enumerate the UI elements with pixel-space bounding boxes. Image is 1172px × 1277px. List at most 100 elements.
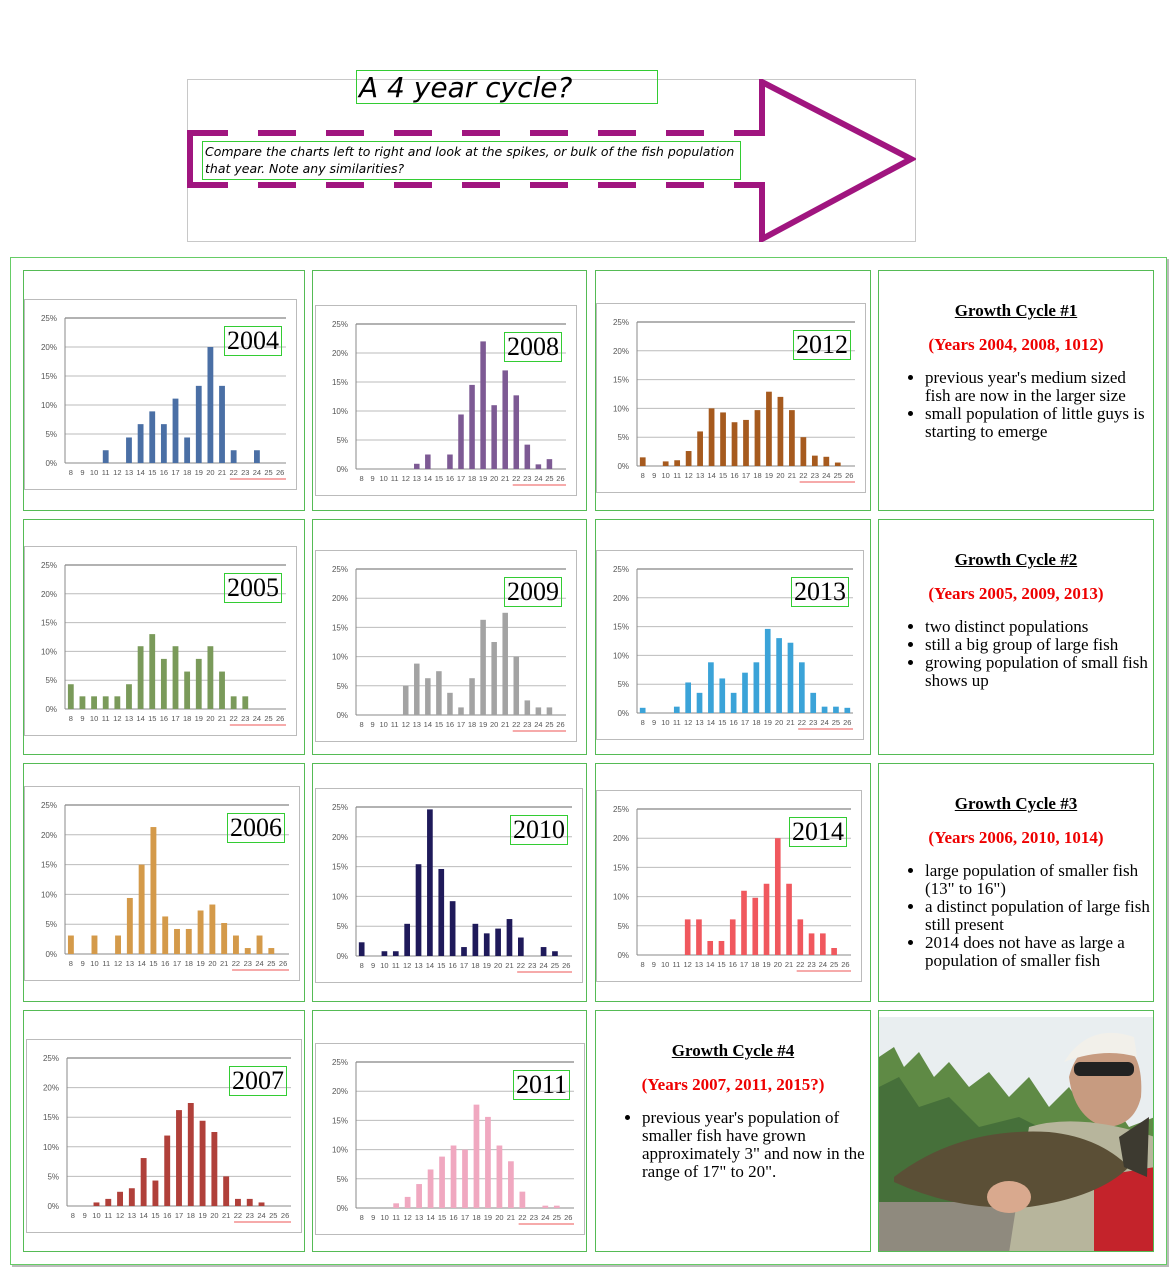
x-tick-label: 18 bbox=[753, 471, 761, 480]
bar-18 bbox=[184, 671, 191, 709]
x-tick-label: 10 bbox=[661, 718, 669, 727]
x-tick-label: 10 bbox=[90, 714, 98, 723]
x-tick-label: 13 bbox=[695, 718, 703, 727]
x-tick-label: 16 bbox=[729, 960, 737, 969]
x-tick-label: 12 bbox=[684, 960, 692, 969]
x-tick-label: 17 bbox=[742, 471, 750, 480]
x-tick-label: 22 bbox=[512, 474, 520, 483]
chart-2014: 0% 5% 10% 15% 20% 25% 8 9 10 11 12 13 14 15 16 17 18 19 20… bbox=[596, 790, 862, 982]
arrow-icon bbox=[187, 79, 916, 242]
cycle-bullet: still a big group of large fish bbox=[925, 636, 1153, 654]
year-label: 2009 bbox=[504, 577, 562, 607]
bar-21 bbox=[508, 1161, 514, 1208]
y-tick-label: 0% bbox=[336, 1204, 348, 1213]
cycle-bullet: previous year's population of smaller fi… bbox=[642, 1109, 870, 1181]
chart-2008: 0% 5% 10% 15% 20% 25% 8 9 10 11 12 13 14 15 16 17 18 19 20… bbox=[315, 305, 577, 496]
x-tick-label: 23 bbox=[523, 720, 531, 729]
bar-22 bbox=[235, 1198, 241, 1206]
x-tick-label: 11 bbox=[391, 720, 399, 729]
bar-23 bbox=[810, 692, 817, 713]
bar-9 bbox=[79, 696, 86, 709]
bar-23 bbox=[524, 444, 531, 469]
y-tick-label: 25% bbox=[41, 561, 57, 570]
bar-25 bbox=[546, 707, 553, 715]
x-tick-label: 26 bbox=[276, 714, 284, 723]
bar-17 bbox=[176, 1110, 182, 1206]
x-tick-label: 21 bbox=[220, 959, 228, 968]
bar-14 bbox=[707, 940, 714, 955]
y-tick-label: 10% bbox=[613, 893, 629, 902]
x-tick-label: 8 bbox=[641, 960, 645, 969]
chart-cell-2006: 0% 5% 10% 15% 20% 25% 8 9 10 11 12 13 14 15 16 17 18 19 20… bbox=[23, 763, 305, 1002]
chart-2004: 0% 5% 10% 15% 20% 25% 8 9 10 11 12 13 14 15 16 17 18 19 20… bbox=[24, 299, 297, 490]
bar-17 bbox=[458, 414, 464, 469]
bar-8 bbox=[67, 935, 74, 954]
y-tick-label: 0% bbox=[45, 459, 57, 468]
x-tick-label: 25 bbox=[553, 1213, 561, 1222]
bar-24 bbox=[821, 706, 828, 713]
bar-17 bbox=[742, 672, 748, 713]
bar-19 bbox=[480, 341, 486, 469]
bar-24 bbox=[535, 707, 542, 715]
x-tick-label: 24 bbox=[820, 718, 828, 727]
y-tick-label: 15% bbox=[332, 863, 348, 872]
x-tick-label: 22 bbox=[799, 471, 807, 480]
fisherman-photo bbox=[879, 1017, 1153, 1251]
bar-15 bbox=[149, 634, 156, 709]
bar-16 bbox=[731, 422, 738, 466]
x-tick-label: 9 bbox=[370, 720, 374, 729]
bar-18 bbox=[187, 1102, 194, 1206]
y-tick-label: 10% bbox=[332, 407, 348, 416]
y-tick-label: 15% bbox=[41, 861, 57, 870]
bar-20 bbox=[495, 928, 501, 956]
x-tick-label: 24 bbox=[539, 961, 547, 970]
x-tick-label: 26 bbox=[279, 959, 287, 968]
chart-cell-2010: 0% 5% 10% 15% 20% 25% 8 9 10 11 12 13 14 15 16 17 18 19 20… bbox=[312, 763, 587, 1002]
bar-21 bbox=[221, 923, 228, 954]
chart-cell-2007: 0% 5% 10% 15% 20% 25% 8 9 10 11 12 13 14 15 16 17 18 19 20… bbox=[23, 1010, 305, 1252]
x-tick-label: 24 bbox=[819, 960, 827, 969]
x-tick-label: 16 bbox=[163, 1211, 171, 1220]
x-tick-label: 14 bbox=[426, 961, 434, 970]
x-tick-label: 13 bbox=[413, 720, 421, 729]
charts-grid bbox=[10, 257, 1167, 1265]
bar-22 bbox=[230, 696, 237, 709]
chart-2013: 0% 5% 10% 15% 20% 25% 8 9 10 11 12 13 14 15 16 17 18 19 20… bbox=[596, 550, 864, 740]
year-label: 2007 bbox=[229, 1066, 287, 1096]
x-tick-label: 19 bbox=[765, 471, 773, 480]
x-tick-label: 18 bbox=[468, 474, 476, 483]
bar-18 bbox=[472, 923, 479, 956]
y-tick-label: 5% bbox=[617, 922, 629, 931]
bar-23 bbox=[524, 700, 531, 715]
x-tick-label: 22 bbox=[229, 714, 237, 723]
x-tick-label: 23 bbox=[246, 1211, 254, 1220]
x-tick-label: 15 bbox=[438, 1213, 446, 1222]
bar-21 bbox=[786, 883, 792, 955]
x-tick-label: 22 bbox=[232, 959, 240, 968]
x-tick-label: 14 bbox=[424, 474, 432, 483]
cycle-bullet: previous year's medium sized fish are no… bbox=[925, 369, 1153, 405]
bar-20 bbox=[774, 838, 781, 955]
x-tick-label: 15 bbox=[435, 720, 443, 729]
bar-8 bbox=[358, 942, 365, 956]
bar-15 bbox=[719, 678, 726, 713]
x-tick-label: 14 bbox=[424, 720, 432, 729]
bar-24 bbox=[535, 464, 542, 469]
bar-26 bbox=[844, 707, 851, 713]
x-tick-label: 12 bbox=[402, 720, 410, 729]
x-tick-label: 21 bbox=[788, 471, 796, 480]
bar-14 bbox=[427, 809, 433, 956]
bar-22 bbox=[518, 937, 524, 956]
x-tick-label: 24 bbox=[822, 471, 830, 480]
x-tick-label: 19 bbox=[762, 960, 770, 969]
bar-13 bbox=[414, 663, 420, 715]
x-tick-label: 10 bbox=[380, 961, 388, 970]
bar-20 bbox=[209, 904, 216, 954]
x-tick-label: 10 bbox=[92, 1211, 100, 1220]
x-tick-label: 13 bbox=[695, 960, 703, 969]
bar-19 bbox=[764, 628, 771, 713]
x-tick-label: 11 bbox=[104, 1211, 112, 1220]
bar-22 bbox=[233, 935, 239, 954]
bar-10 bbox=[91, 696, 97, 709]
x-tick-label: 17 bbox=[461, 1213, 469, 1222]
